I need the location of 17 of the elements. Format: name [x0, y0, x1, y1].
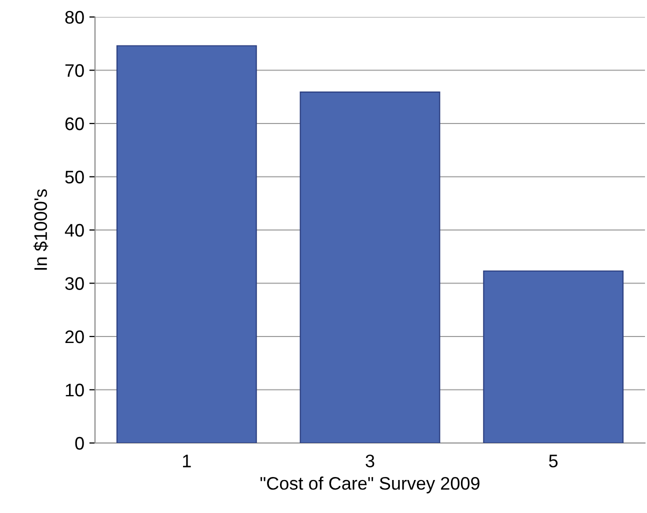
y-tick-label: 20 [65, 330, 84, 344]
bar [116, 45, 257, 443]
bar [300, 92, 440, 443]
y-tick-label: 10 [66, 384, 84, 396]
x-tick-label: 1 [183, 454, 191, 468]
y-tick-label: 60 [65, 117, 84, 130]
bar [483, 270, 624, 443]
y-axis-title: In $1000's [34, 189, 48, 270]
y-tick-label: 0 [75, 436, 84, 450]
x-axis-title: "Cost of Care" Survey 2009 [260, 476, 480, 494]
y-tick-label: 40 [64, 224, 84, 237]
y-tick-label: 30 [65, 277, 84, 290]
y-tick-label: 80 [65, 10, 84, 24]
y-tick-label: 70 [65, 64, 84, 77]
x-tick-label: 3 [366, 454, 374, 468]
x-tick-label: 5 [549, 454, 558, 468]
y-tick-label: 50 [65, 170, 84, 184]
